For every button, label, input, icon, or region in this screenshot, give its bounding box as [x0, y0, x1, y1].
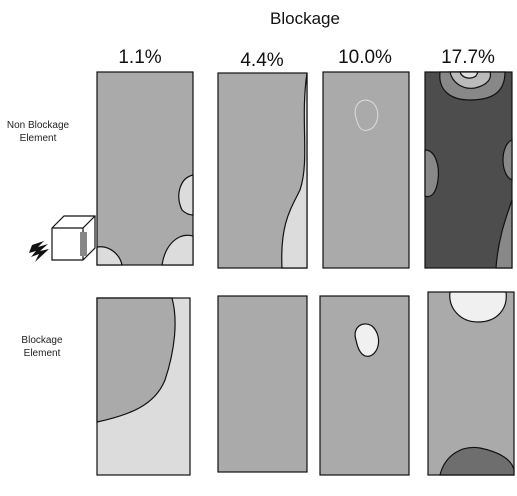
cube-icon	[29, 215, 96, 262]
panel	[217, 295, 308, 473]
row-label: Non Blockage	[7, 120, 70, 131]
panel	[322, 71, 410, 269]
panel	[96, 71, 194, 266]
panel	[319, 295, 410, 476]
panel	[424, 71, 513, 269]
cube-fill	[80, 232, 87, 256]
title: Blockage	[270, 9, 340, 28]
panel	[427, 291, 515, 476]
column-label: 10.0%	[338, 47, 392, 68]
row-label: Element	[24, 348, 61, 359]
column-label: 1.1%	[118, 47, 161, 68]
column-label: 17.7%	[441, 47, 495, 68]
column-label: 4.4%	[240, 50, 283, 71]
row-label: Blockage	[21, 335, 63, 346]
panel	[217, 72, 308, 269]
arrow-icon	[29, 241, 49, 262]
panel	[96, 297, 191, 476]
row-label: Element	[20, 133, 57, 144]
